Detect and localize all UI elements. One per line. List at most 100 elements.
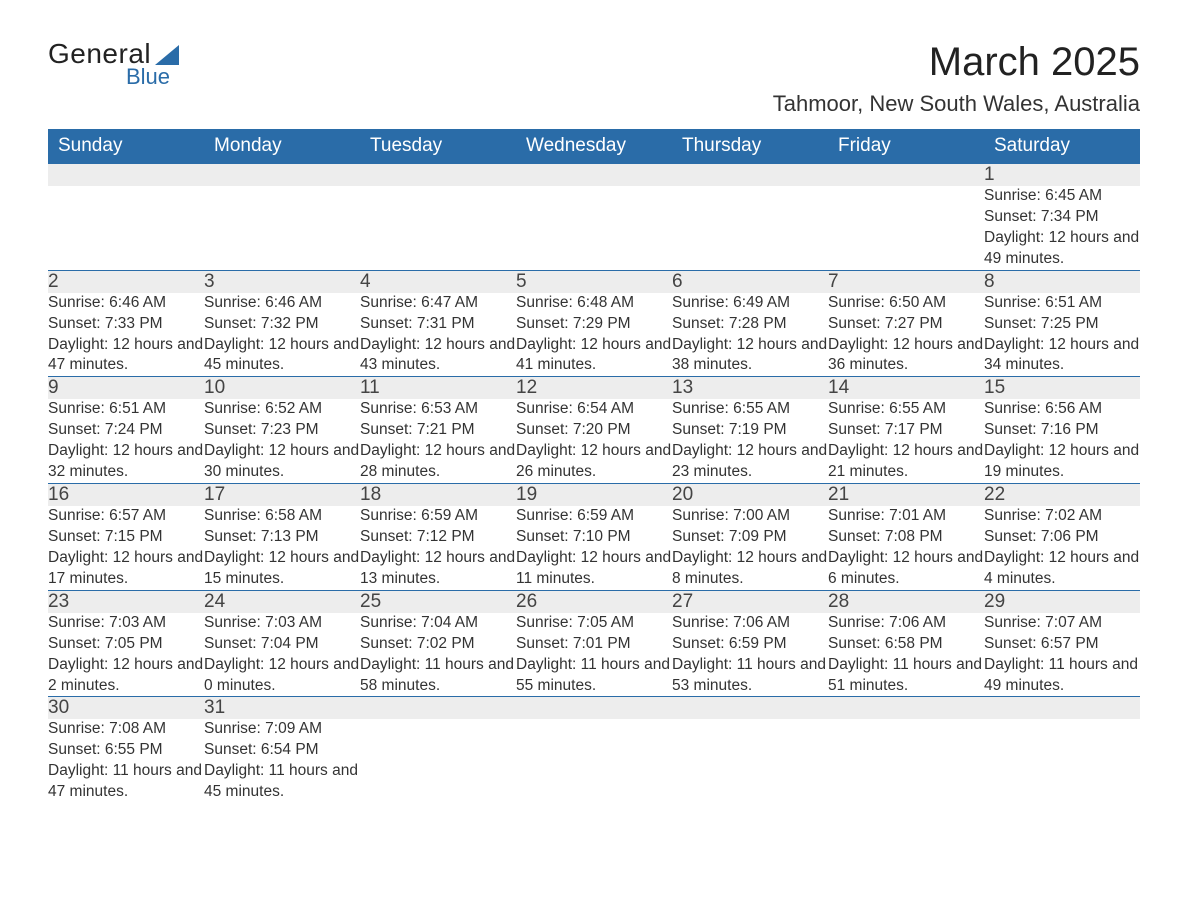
sunrise-line: Sunrise: 6:53 AM [360,399,516,420]
daylight-line: Daylight: 11 hours and 45 minutes. [204,761,360,803]
day-number-cell: 7 [828,270,984,293]
day-details-cell: Sunrise: 6:56 AMSunset: 7:16 PMDaylight:… [984,399,1140,483]
daylight-line: Daylight: 12 hours and 47 minutes. [48,335,204,377]
day-details-cell: Sunrise: 7:05 AMSunset: 7:01 PMDaylight:… [516,613,672,697]
day-number-cell: 22 [984,484,1140,507]
sunrise-line: Sunrise: 6:57 AM [48,506,204,527]
day-details-cell: Sunrise: 7:03 AMSunset: 7:04 PMDaylight:… [204,613,360,697]
day-number-cell [828,697,984,720]
day-number-cell: 27 [672,590,828,613]
sunset-line: Sunset: 7:05 PM [48,634,204,655]
day-details-cell: Sunrise: 6:57 AMSunset: 7:15 PMDaylight:… [48,506,204,590]
day-details-cell: Sunrise: 6:59 AMSunset: 7:10 PMDaylight:… [516,506,672,590]
day-details-cell: Sunrise: 7:01 AMSunset: 7:08 PMDaylight:… [828,506,984,590]
day-number-cell [516,164,672,187]
daylight-line: Daylight: 12 hours and 43 minutes. [360,335,516,377]
day-details-cell: Sunrise: 6:53 AMSunset: 7:21 PMDaylight:… [360,399,516,483]
sunrise-line: Sunrise: 7:09 AM [204,719,360,740]
sunrise-line: Sunrise: 6:56 AM [984,399,1140,420]
daylight-line: Daylight: 12 hours and 0 minutes. [204,655,360,697]
day-number-cell: 15 [984,377,1140,400]
title-block: March 2025 Tahmoor, New South Wales, Aus… [773,40,1140,117]
day-number-cell [672,697,828,720]
sunset-line: Sunset: 7:04 PM [204,634,360,655]
weekday-header: Saturday [984,129,1140,164]
sunrise-line: Sunrise: 6:45 AM [984,186,1140,207]
daylight-line: Daylight: 11 hours and 47 minutes. [48,761,204,803]
day-number-cell: 14 [828,377,984,400]
daylight-line: Daylight: 12 hours and 30 minutes. [204,441,360,483]
sunrise-line: Sunrise: 6:50 AM [828,293,984,314]
day-number-cell [360,697,516,720]
day-details-cell: Sunrise: 6:49 AMSunset: 7:28 PMDaylight:… [672,293,828,377]
day-details-cell: Sunrise: 7:03 AMSunset: 7:05 PMDaylight:… [48,613,204,697]
daylight-line: Daylight: 12 hours and 11 minutes. [516,548,672,590]
day-details-cell [828,186,984,270]
sunrise-line: Sunrise: 6:59 AM [360,506,516,527]
sunrise-line: Sunrise: 7:08 AM [48,719,204,740]
sunrise-line: Sunrise: 6:51 AM [48,399,204,420]
daylight-line: Daylight: 12 hours and 15 minutes. [204,548,360,590]
daylight-line: Daylight: 12 hours and 38 minutes. [672,335,828,377]
sunset-line: Sunset: 6:54 PM [204,740,360,761]
weekday-header: Wednesday [516,129,672,164]
calendar-table: SundayMondayTuesdayWednesdayThursdayFrid… [48,129,1140,803]
day-number-cell: 28 [828,590,984,613]
daylight-line: Daylight: 12 hours and 26 minutes. [516,441,672,483]
sunset-line: Sunset: 6:55 PM [48,740,204,761]
daylight-line: Daylight: 12 hours and 32 minutes. [48,441,204,483]
sunset-line: Sunset: 6:59 PM [672,634,828,655]
day-number-cell: 6 [672,270,828,293]
sunset-line: Sunset: 7:01 PM [516,634,672,655]
day-details-cell [204,186,360,270]
sunset-line: Sunset: 6:58 PM [828,634,984,655]
day-number-cell: 29 [984,590,1140,613]
sunset-line: Sunset: 7:02 PM [360,634,516,655]
day-details-cell: Sunrise: 7:09 AMSunset: 6:54 PMDaylight:… [204,719,360,803]
day-details-cell: Sunrise: 6:48 AMSunset: 7:29 PMDaylight:… [516,293,672,377]
day-number-cell: 2 [48,270,204,293]
page-title: March 2025 [773,40,1140,85]
sunset-line: Sunset: 7:15 PM [48,527,204,548]
sunset-line: Sunset: 7:33 PM [48,314,204,335]
day-number-cell: 13 [672,377,828,400]
daylight-line: Daylight: 12 hours and 13 minutes. [360,548,516,590]
weekday-header: Tuesday [360,129,516,164]
sunset-line: Sunset: 7:17 PM [828,420,984,441]
details-row: Sunrise: 7:08 AMSunset: 6:55 PMDaylight:… [48,719,1140,803]
day-number-cell: 5 [516,270,672,293]
details-row: Sunrise: 7:03 AMSunset: 7:05 PMDaylight:… [48,613,1140,697]
sunset-line: Sunset: 7:31 PM [360,314,516,335]
sunrise-line: Sunrise: 7:01 AM [828,506,984,527]
weekday-header: Friday [828,129,984,164]
daylight-line: Daylight: 12 hours and 6 minutes. [828,548,984,590]
day-details-cell: Sunrise: 7:06 AMSunset: 6:59 PMDaylight:… [672,613,828,697]
day-number-cell: 4 [360,270,516,293]
daynum-row: 1 [48,164,1140,187]
sunset-line: Sunset: 7:09 PM [672,527,828,548]
sunset-line: Sunset: 7:27 PM [828,314,984,335]
logo-text-blue: Blue [126,66,179,88]
sunrise-line: Sunrise: 7:03 AM [204,613,360,634]
day-number-cell [828,164,984,187]
sunset-line: Sunset: 7:06 PM [984,527,1140,548]
details-row: Sunrise: 6:51 AMSunset: 7:24 PMDaylight:… [48,399,1140,483]
day-details-cell: Sunrise: 6:50 AMSunset: 7:27 PMDaylight:… [828,293,984,377]
day-number-cell [48,164,204,187]
sunset-line: Sunset: 7:24 PM [48,420,204,441]
daylight-line: Daylight: 12 hours and 2 minutes. [48,655,204,697]
day-details-cell: Sunrise: 7:06 AMSunset: 6:58 PMDaylight:… [828,613,984,697]
day-number-cell [360,164,516,187]
day-number-cell: 18 [360,484,516,507]
day-details-cell: Sunrise: 6:55 AMSunset: 7:17 PMDaylight:… [828,399,984,483]
sunrise-line: Sunrise: 6:52 AM [204,399,360,420]
daylight-line: Daylight: 11 hours and 58 minutes. [360,655,516,697]
details-row: Sunrise: 6:45 AMSunset: 7:34 PMDaylight:… [48,186,1140,270]
sunrise-line: Sunrise: 7:03 AM [48,613,204,634]
sunrise-line: Sunrise: 7:00 AM [672,506,828,527]
sunrise-line: Sunrise: 6:58 AM [204,506,360,527]
sunset-line: Sunset: 7:29 PM [516,314,672,335]
daylight-line: Daylight: 12 hours and 17 minutes. [48,548,204,590]
weekday-header: Monday [204,129,360,164]
sunrise-line: Sunrise: 7:04 AM [360,613,516,634]
